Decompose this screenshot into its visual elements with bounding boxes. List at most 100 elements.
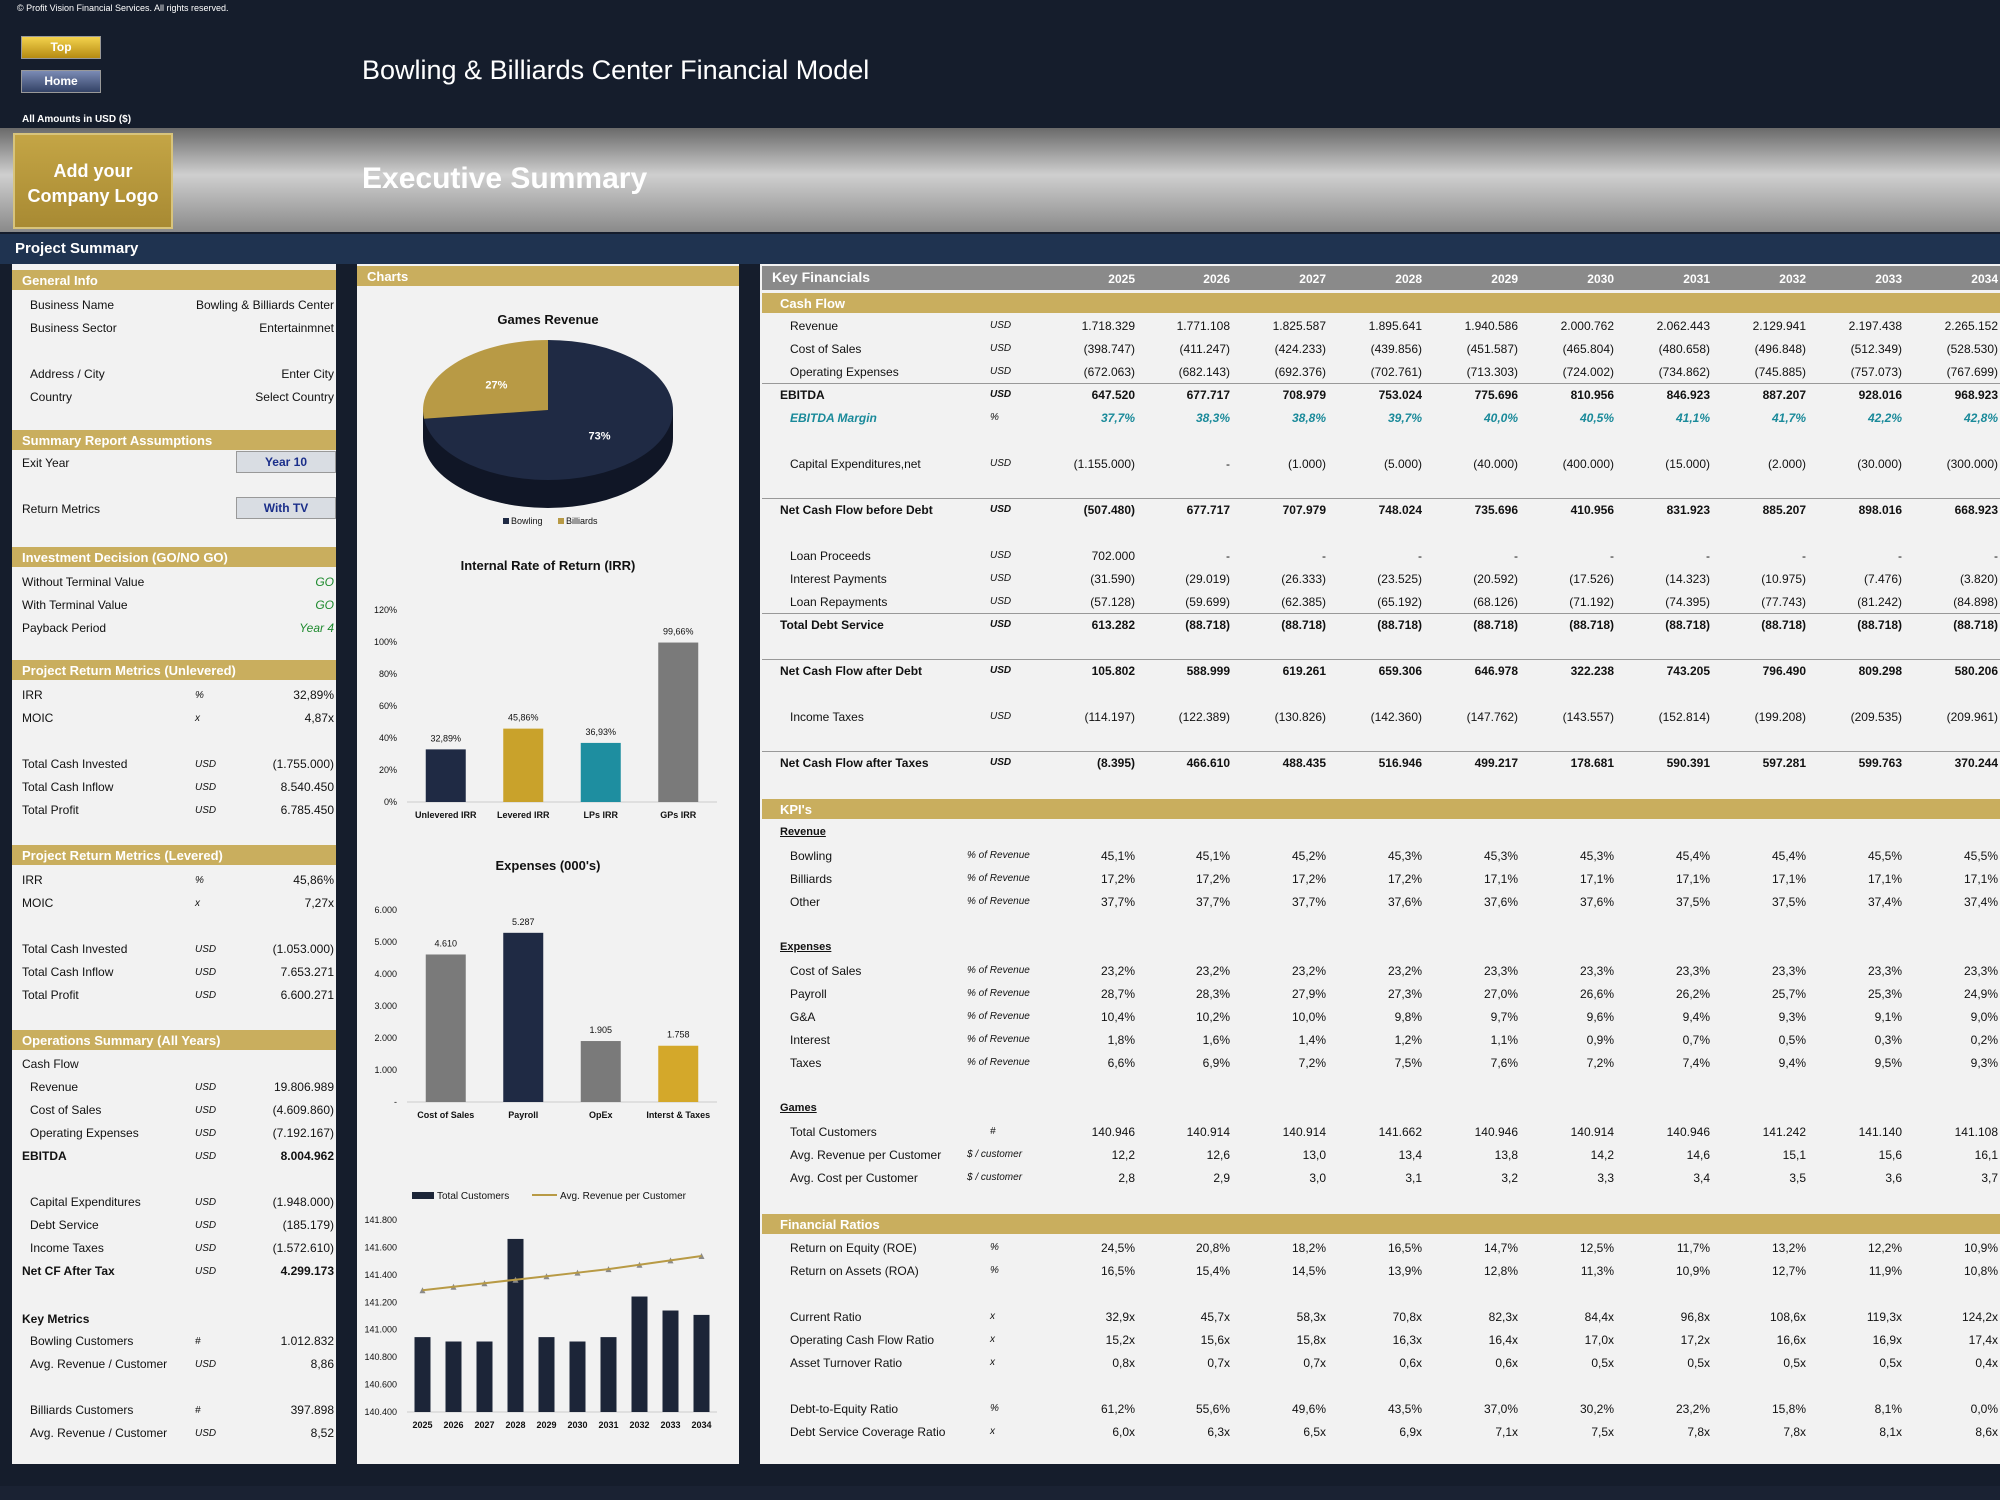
x-tick: OpEx <box>589 1110 613 1120</box>
y-tick: 3.000 <box>374 1001 397 1011</box>
kf-cell: 105.802 <box>1091 664 1135 678</box>
y-tick: 80% <box>379 669 397 679</box>
kf-cell: 7,2% <box>1298 1056 1326 1070</box>
bar-data-label: 5.287 <box>512 917 535 927</box>
year-header: 2031 <box>1683 272 1710 286</box>
kf-cell: 25,7% <box>1771 987 1806 1001</box>
kf-cell: 37,7% <box>1100 895 1135 909</box>
row-unit: USD <box>195 1197 217 1208</box>
kf-cell: 37,7% <box>1100 411 1135 425</box>
kf-row-unit: USD <box>990 711 1012 722</box>
kf-cell: (20.592) <box>1473 572 1518 586</box>
kf-cell: (17.526) <box>1569 572 1614 586</box>
kf-row: Total Customers #140.946 140.914 140.914 141… <box>762 1121 2000 1144</box>
unlevered-row: Total Cash Invested USD (1.755.000) <box>12 757 336 777</box>
kf-row: Current Ratio x 32,9x 45,7x 58,3x 70,8x 82,3x 8… <box>762 1306 2000 1329</box>
bar <box>445 1341 462 1412</box>
top-button[interactable]: Top <box>21 36 101 59</box>
copyright: © Profit Vision Financial Services. All … <box>17 3 229 13</box>
kf-row-unit: % <box>990 412 999 423</box>
kf-cell: 14,6 <box>1686 1148 1710 1162</box>
kf-cell: (147.762) <box>1466 710 1518 724</box>
kf-row-unit: % of Revenue <box>967 873 1030 884</box>
kf-cell: 23,2% <box>1291 964 1326 978</box>
kf-cell: 11,9% <box>1868 1264 1902 1278</box>
kf-row-label: G&A <box>790 1010 816 1024</box>
y-tick: 4.000 <box>374 969 397 979</box>
games-revenue-chart: Games Revenue 73% 27% Bowling Billiards <box>423 312 673 526</box>
kf-cell: 499.217 <box>1474 756 1518 770</box>
return-metrics-select[interactable]: With TV <box>236 497 336 519</box>
home-button[interactable]: Home <box>21 70 101 93</box>
kf-row-unit: USD <box>990 550 1012 561</box>
exit-year-select[interactable]: Year 10 <box>236 451 336 473</box>
bar <box>658 1045 699 1102</box>
kf-cell: 1.771.108 <box>1176 319 1230 333</box>
y-tick: 6.000 <box>374 905 397 915</box>
kf-cell: 37,4% <box>1867 895 1902 909</box>
kf-row: Operating Cash Flow Ratio x 15,2x 15,6x 15,8… <box>762 1329 2000 1352</box>
row-value: Enter City <box>281 367 334 381</box>
kf-cell: 17,2% <box>1100 872 1135 886</box>
ops-row: Income Taxes USD (1.572.610) <box>12 1241 336 1261</box>
kf-row: Avg. Revenue per Customer $ / customer 12,… <box>762 1144 2000 1167</box>
x-tick: 2027 <box>474 1420 494 1430</box>
row-label: Country <box>30 390 73 404</box>
kf-cell: 14,2 <box>1590 1148 1614 1162</box>
kf-cell: (199.208) <box>1754 710 1806 724</box>
y-tick: 100% <box>374 637 397 647</box>
kf-cell: 45,5% <box>1867 849 1902 863</box>
kf-cell: 9,7% <box>1490 1010 1518 1024</box>
kf-cell: 322.238 <box>1570 664 1614 678</box>
kf-row-label: Avg. Revenue per Customer <box>790 1148 942 1162</box>
kf-row: Interest % of Revenue 1,8% 1,6% 1,4% 1,2% 1,1%… <box>762 1029 2000 1052</box>
kf-cell: 141.140 <box>1858 1125 1902 1139</box>
y-tick: 20% <box>379 765 397 775</box>
kpi-section: KPI's <box>762 799 2000 819</box>
row-divider <box>762 613 2000 614</box>
kf-cell: (88.718) <box>1281 618 1326 632</box>
year-header: 2025 <box>1108 272 1135 286</box>
bar <box>425 954 466 1102</box>
kf-cell: - <box>1802 549 1806 563</box>
row-unit: USD <box>195 1220 217 1231</box>
row-label: Billiards Customers <box>30 1403 134 1417</box>
year-header: 2029 <box>1491 272 1518 286</box>
bar <box>569 1341 586 1412</box>
kf-cell: 7,6% <box>1490 1056 1518 1070</box>
ops-row: Cost of Sales USD (4.609.860) <box>12 1103 336 1123</box>
kf-cell: (507.480) <box>1083 503 1135 517</box>
kf-cell: 24,9% <box>1963 987 1998 1001</box>
kf-cell: 2,8 <box>1118 1171 1135 1185</box>
general-info-title: General Info <box>12 270 336 290</box>
row-value: (1.948.000) <box>272 1195 334 1209</box>
kf-cell: 108,6x <box>1769 1310 1806 1324</box>
kf-cell: (15.000) <box>1665 457 1710 471</box>
kf-cell: (702.761) <box>1370 365 1422 379</box>
kf-row: Operating Expenses USD (672.063) (682.143) (… <box>762 361 2000 384</box>
y-tick: 120% <box>374 605 397 615</box>
kf-cell: 27,0% <box>1483 987 1518 1001</box>
kf-cell: - <box>1994 549 1998 563</box>
row-value: 397.898 <box>290 1403 334 1417</box>
expenses-chart: Expenses (000's) - 1.000 2.000 3.000 4.000 5.0… <box>374 860 717 1120</box>
kf-cell: 0,3% <box>1874 1033 1902 1047</box>
kf-row: Debt Service Coverage Ratio x 6,0x 6,3x 6,5x… <box>762 1421 2000 1444</box>
kf-cell: 16,1 <box>1974 1148 1998 1162</box>
kf-row-unit: USD <box>990 320 1012 331</box>
kf-cell: 753.024 <box>1378 388 1422 402</box>
kf-cell: 10,8% <box>1963 1264 1998 1278</box>
company-logo[interactable]: Add your Company Logo <box>13 133 173 229</box>
row-unit: # <box>195 1336 201 1347</box>
kf-cell: 6,9x <box>1399 1425 1422 1439</box>
kf-row: Loan Repayments USD (57.128) (59.699) (62.38… <box>762 591 2000 614</box>
kf-row-unit: USD <box>990 389 1012 400</box>
kf-cell: 9,4% <box>1778 1056 1806 1070</box>
kf-cell: 887.207 <box>1762 388 1806 402</box>
kf-row: Revenue <box>762 822 2000 845</box>
kf-row-unit: USD <box>990 665 1012 676</box>
kf-cell: 58,3x <box>1296 1310 1326 1324</box>
kf-cell: (5.000) <box>1383 457 1422 471</box>
kf-row: Net Cash Flow before Debt USD (507.480) 677… <box>762 498 2000 522</box>
legend-label: Total Customers <box>437 1191 509 1202</box>
